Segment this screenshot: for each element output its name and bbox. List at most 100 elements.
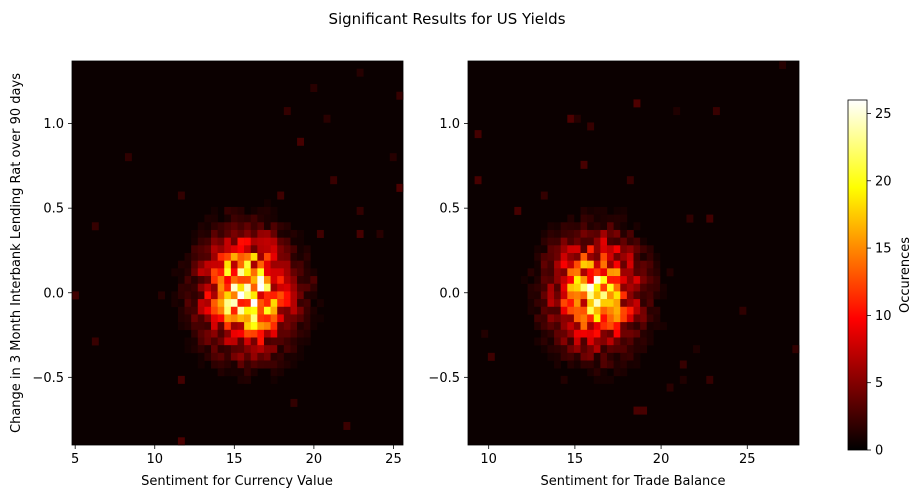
heatmap-cell bbox=[527, 291, 535, 300]
heatmap-cell bbox=[593, 314, 601, 323]
heatmap-cell bbox=[230, 329, 238, 338]
heatmap-cell bbox=[580, 260, 588, 269]
heatmap-cell bbox=[270, 322, 278, 331]
heatmap-cell bbox=[237, 314, 245, 323]
heatmap-cell bbox=[633, 268, 641, 277]
heatmap-cell bbox=[217, 268, 225, 277]
heatmap-cell bbox=[211, 345, 218, 354]
heatmap-cell bbox=[659, 283, 667, 292]
heatmap-cell bbox=[633, 345, 641, 354]
heatmap-cell bbox=[626, 237, 634, 246]
heatmap-cell bbox=[613, 352, 621, 361]
heatmap-cell bbox=[290, 314, 298, 323]
heatmap-cell bbox=[237, 245, 245, 254]
heatmap-cell bbox=[640, 291, 648, 300]
heatmap-cell bbox=[191, 329, 199, 338]
heatmap-cell bbox=[197, 360, 205, 369]
heatmap-cell bbox=[191, 237, 199, 246]
heatmap-cell bbox=[230, 268, 238, 277]
heatmap-cell bbox=[593, 368, 601, 377]
heatmap-cell bbox=[587, 253, 595, 261]
heatmap-cell bbox=[567, 329, 575, 338]
heatmap-cell bbox=[593, 253, 601, 261]
heatmap-cell bbox=[580, 291, 588, 300]
heatmap-cell bbox=[290, 345, 298, 354]
heatmap-cell bbox=[283, 291, 291, 300]
heatmap-cell bbox=[534, 314, 542, 323]
heatmap-cell bbox=[224, 214, 232, 223]
heatmap-cell bbox=[587, 214, 595, 223]
heatmap-cell bbox=[567, 260, 575, 269]
heatmap-cell bbox=[124, 153, 132, 162]
heatmap-cell bbox=[560, 291, 568, 300]
heatmap-cell bbox=[620, 360, 628, 369]
heatmap-cell bbox=[257, 360, 265, 369]
heatmap-cell bbox=[263, 214, 271, 223]
heatmap-cell bbox=[191, 314, 199, 323]
heatmap-cell bbox=[270, 283, 278, 292]
heatmap-cell bbox=[573, 352, 581, 361]
heatmap-cell bbox=[607, 276, 614, 285]
heatmap-cell bbox=[263, 268, 271, 277]
heatmap-cell bbox=[270, 299, 278, 308]
heatmap-cell bbox=[633, 329, 641, 338]
heatmap-cell bbox=[547, 322, 555, 331]
heatmap-cell bbox=[607, 291, 614, 300]
heatmap-cell bbox=[587, 322, 595, 331]
heatmap-cell bbox=[580, 345, 588, 354]
heatmap-cell bbox=[230, 222, 238, 231]
heatmap-cell bbox=[534, 260, 542, 269]
heatmap-cell bbox=[600, 360, 608, 369]
heatmap-cell bbox=[263, 322, 271, 331]
heatmap-cell bbox=[607, 237, 614, 246]
heatmap-cell bbox=[527, 306, 535, 315]
heatmap-cell bbox=[600, 283, 608, 292]
heatmap-cell bbox=[204, 337, 212, 346]
heatmap-cell bbox=[607, 229, 614, 238]
heatmap-cell bbox=[580, 222, 588, 231]
heatmap-cell bbox=[739, 306, 747, 315]
heatmap-cell bbox=[607, 360, 614, 369]
heatmap-cell bbox=[567, 352, 575, 361]
heatmap-right: 10 15 20 25 −0.5 0.0 0.5 1.0 Sentiment for Tra… bbox=[428, 60, 800, 489]
heatmap-cell bbox=[640, 237, 648, 246]
colorbar: 0 5 10 15 20 25 Occurences bbox=[847, 99, 913, 459]
heatmap-cell bbox=[177, 306, 185, 315]
heatmap-cell bbox=[277, 368, 285, 377]
heatmap-cell bbox=[177, 314, 185, 323]
heatmap-cell bbox=[620, 222, 628, 231]
heatmap-cell bbox=[547, 337, 555, 346]
heatmap-cell bbox=[547, 276, 555, 285]
heatmap-cell bbox=[653, 314, 661, 323]
heatmap-cell bbox=[217, 306, 225, 315]
heatmap-cell bbox=[593, 283, 601, 292]
heatmap-cell bbox=[640, 299, 648, 308]
heatmap-cell bbox=[316, 299, 324, 308]
heatmap-cell bbox=[554, 283, 561, 292]
heatmap-cell bbox=[613, 253, 621, 261]
heatmap-cell bbox=[184, 322, 192, 331]
heatmap-cell bbox=[534, 322, 542, 331]
heatmap-cell bbox=[237, 291, 245, 300]
heatmap-cell bbox=[224, 291, 232, 300]
heatmap-cell bbox=[600, 314, 608, 323]
colorbar-label: Occurences bbox=[898, 237, 913, 313]
heatmap-cell bbox=[633, 276, 641, 285]
heatmap-cell bbox=[197, 260, 205, 269]
heatmap-cell bbox=[567, 237, 575, 246]
heatmap-cell bbox=[257, 260, 265, 269]
heatmap-cell bbox=[547, 291, 555, 300]
heatmap-cell bbox=[244, 268, 252, 277]
heatmap-cell bbox=[613, 345, 621, 354]
heatmap-cell bbox=[633, 260, 641, 269]
heatmap-cell bbox=[211, 291, 218, 300]
heatmap-cell bbox=[600, 368, 608, 377]
colorbar-tick-label: 0 bbox=[875, 444, 883, 459]
heatmap-cell bbox=[184, 306, 192, 315]
heatmap-cell bbox=[244, 360, 252, 369]
x-tick-label: 10 bbox=[480, 452, 497, 467]
heatmap-cell bbox=[573, 253, 581, 261]
heatmap-cell bbox=[554, 329, 561, 338]
heatmap-cell bbox=[560, 229, 568, 238]
heatmap-cell bbox=[263, 329, 271, 338]
